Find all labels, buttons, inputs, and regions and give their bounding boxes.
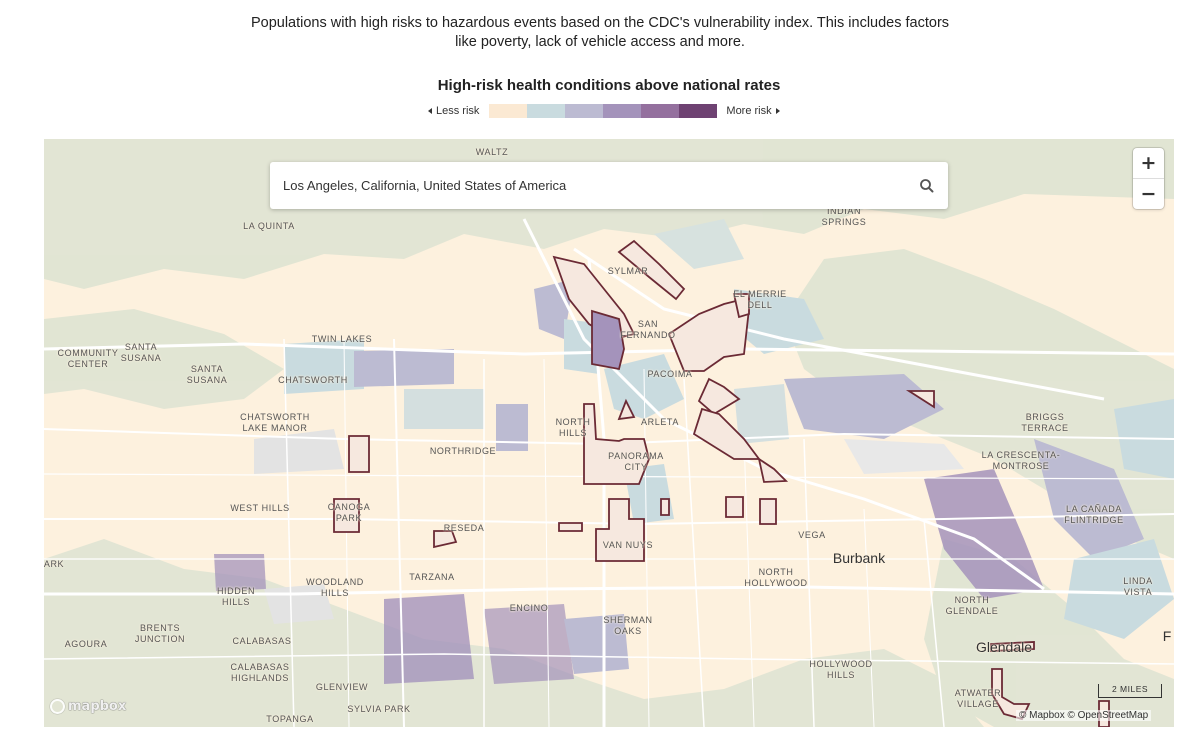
place-label: NORTHRIDGE <box>429 446 497 456</box>
place-label: LA CAÑADA FLINTRIDGE <box>1064 504 1124 525</box>
risk-legend: Less risk More risk <box>428 103 780 119</box>
place-label: SANTA SUSANA <box>186 364 228 385</box>
mapbox-logo-icon <box>50 699 65 714</box>
place-label: COMMUNITY CENTER <box>57 348 119 369</box>
legend-less-label: Less risk <box>436 105 480 117</box>
scale-bar: 2 MILES <box>1098 684 1162 698</box>
legend-swatch-6 <box>679 104 718 118</box>
place-label: CALABASAS <box>232 636 292 646</box>
legend-swatch-1 <box>489 104 528 118</box>
place-label: SAN FERNANDO <box>620 319 676 340</box>
map-canvas[interactable] <box>44 139 1174 727</box>
place-label: AGOURA <box>64 639 108 649</box>
place-label: CHATSWORTH <box>278 375 348 385</box>
place-label: WEST HILLS <box>230 503 290 513</box>
triangle-right-icon <box>775 108 780 114</box>
place-label: F <box>1162 628 1172 644</box>
place-label: WALTZ <box>475 147 509 157</box>
place-label: SHERMAN OAKS <box>603 615 653 636</box>
zoom-out-button[interactable]: − <box>1133 179 1164 209</box>
mapbox-logo[interactable]: mapbox <box>50 699 126 714</box>
place-label: PANORAMA CITY <box>608 451 664 472</box>
place-label: RESEDA <box>443 523 485 533</box>
legend-more: More risk <box>726 105 780 117</box>
place-label: LA QUINTA <box>243 221 295 231</box>
place-label: EL MERRIE DELL <box>733 289 787 310</box>
vulnerability-blocks <box>214 219 1174 684</box>
place-label: TARZANA <box>409 572 455 582</box>
place-label: HIDDEN HILLS <box>216 586 256 607</box>
place-label: NORTH GLENDALE <box>945 595 999 616</box>
zoom-in-button[interactable]: + <box>1133 148 1164 178</box>
place-label: TOPANGA <box>266 714 314 724</box>
intro-text: Populations with high risks to hazardous… <box>250 15 950 50</box>
place-label: Burbank <box>832 550 886 566</box>
search-input[interactable] <box>281 177 918 194</box>
place-label: CHATSWORTH LAKE MANOR <box>240 412 310 433</box>
place-label: CALABASAS HIGHLANDS <box>230 662 290 683</box>
zoom-control: + − <box>1133 148 1164 209</box>
legend-less: Less risk <box>428 105 479 117</box>
legend-swatch-3 <box>565 104 604 118</box>
place-label: PACOIMA <box>647 369 693 379</box>
location-search-box[interactable] <box>270 162 948 209</box>
place-label: GLENVIEW <box>315 682 369 692</box>
zoom-divider <box>1133 178 1164 179</box>
place-label: BRENTS JUNCTION <box>134 623 186 644</box>
place-label: TWIN LAKES <box>311 334 373 344</box>
legend-swatch-5 <box>641 104 680 118</box>
place-label: VEGA <box>798 530 826 540</box>
map-attribution[interactable]: © Mapbox © OpenStreetMap <box>1016 710 1152 721</box>
place-label: WOODLAND HILLS <box>306 577 364 598</box>
place-label: Glendale <box>975 639 1033 655</box>
place-label: INDIAN SPRINGS <box>821 206 867 227</box>
place-label: HOLLYWOOD HILLS <box>809 659 873 680</box>
map[interactable]: WALTZ LA QUINTA INDIAN SPRINGS SYLMAR EL MER… <box>44 139 1174 727</box>
legend-swatch-2 <box>527 104 566 118</box>
place-label: ARK <box>44 559 65 569</box>
place-label: LA CRESCENTA- MONTROSE <box>981 450 1061 471</box>
high-risk-tracts <box>333 239 1110 727</box>
place-label: SYLMAR <box>607 266 649 276</box>
place-label: BRIGGS TERRACE <box>1021 412 1069 433</box>
place-label: NORTH HILLS <box>555 417 591 438</box>
place-label: ENCINO <box>509 603 549 613</box>
place-label: NORTH HOLLYWOOD <box>744 567 808 588</box>
place-label: VAN NUYS <box>602 540 654 550</box>
legend-swatches <box>489 104 718 118</box>
place-label: SYLVIA PARK <box>347 704 411 714</box>
place-label: SANTA SUSANA <box>120 342 162 363</box>
legend-swatch-4 <box>603 104 642 118</box>
search-icon[interactable] <box>918 177 936 195</box>
legend-more-label: More risk <box>726 105 772 117</box>
place-label: ATWATER VILLAGE <box>954 688 1002 709</box>
place-label: ARLETA <box>641 417 679 427</box>
place-label: LINDA VISTA <box>1123 576 1153 597</box>
legend-title: High-risk health conditions above nation… <box>437 77 781 94</box>
triangle-left-icon <box>428 108 432 114</box>
place-label: CANOGA PARK <box>327 502 371 523</box>
mapbox-logo-text: mapbox <box>68 699 127 714</box>
